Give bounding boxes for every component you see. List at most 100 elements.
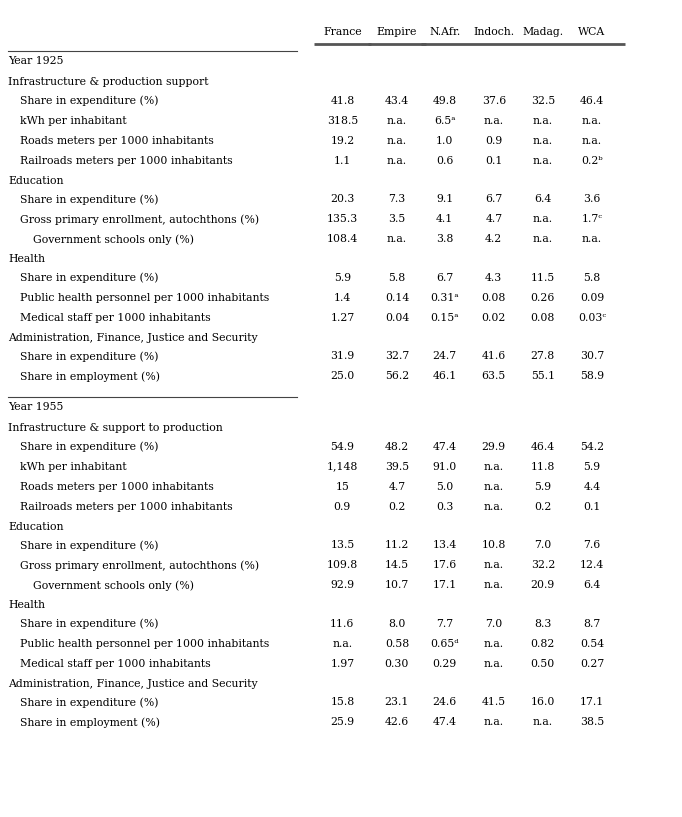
Text: 0.08: 0.08	[481, 292, 506, 303]
Text: 0.2ᵇ: 0.2ᵇ	[581, 156, 603, 166]
Text: Share in employment (%): Share in employment (%)	[20, 371, 160, 382]
Text: 47.4: 47.4	[432, 442, 457, 452]
Text: 4.3: 4.3	[485, 273, 503, 283]
Text: n.a.: n.a.	[484, 659, 504, 668]
Text: 5.9: 5.9	[583, 462, 601, 471]
Text: 0.09: 0.09	[580, 292, 604, 303]
Text: Share in employment (%): Share in employment (%)	[20, 717, 160, 728]
Text: Health: Health	[8, 600, 45, 610]
Text: 24.6: 24.6	[432, 697, 457, 707]
Text: Government schools only (%): Government schools only (%)	[33, 234, 194, 245]
Text: Roads meters per 1000 inhabitants: Roads meters per 1000 inhabitants	[20, 482, 214, 492]
Text: Share in expenditure (%): Share in expenditure (%)	[20, 194, 159, 205]
Text: 6.4: 6.4	[534, 194, 552, 204]
Text: 7.7: 7.7	[436, 618, 454, 628]
Text: Medical staff per 1000 inhabitants: Medical staff per 1000 inhabitants	[20, 659, 211, 668]
Text: Year 1925: Year 1925	[8, 56, 63, 66]
Text: n.a.: n.a.	[332, 639, 353, 649]
Text: 1,148: 1,148	[327, 462, 358, 471]
Text: 6.7: 6.7	[436, 273, 454, 283]
Text: 0.65ᵈ: 0.65ᵈ	[430, 639, 459, 649]
Text: 0.1: 0.1	[583, 502, 601, 511]
Text: 55.1: 55.1	[531, 371, 555, 382]
Text: 7.3: 7.3	[388, 194, 406, 204]
Text: n.a.: n.a.	[484, 462, 504, 471]
Text: 0.2: 0.2	[534, 502, 552, 511]
Text: Year 1955: Year 1955	[8, 402, 63, 413]
Text: 16.0: 16.0	[531, 697, 555, 707]
Text: 17.1: 17.1	[432, 580, 457, 590]
Text: Share in expenditure (%): Share in expenditure (%)	[20, 351, 159, 362]
Text: 11.8: 11.8	[531, 462, 555, 471]
Text: 0.15ᵃ: 0.15ᵃ	[430, 313, 459, 323]
Text: 19.2: 19.2	[330, 136, 355, 146]
Text: 91.0: 91.0	[432, 462, 457, 471]
Text: 0.6: 0.6	[436, 156, 454, 166]
Text: n.a.: n.a.	[533, 717, 553, 727]
Text: Gross primary enrollment, autochthons (%): Gross primary enrollment, autochthons (%…	[20, 214, 260, 225]
Text: 8.3: 8.3	[534, 618, 552, 628]
Text: kWh per inhabitant: kWh per inhabitant	[20, 462, 127, 471]
Text: 5.9: 5.9	[534, 482, 552, 492]
Text: 15.8: 15.8	[330, 697, 355, 707]
Text: 135.3: 135.3	[327, 214, 358, 225]
Text: Railroads meters per 1000 inhabitants: Railroads meters per 1000 inhabitants	[20, 502, 233, 511]
Text: 5.9: 5.9	[333, 273, 351, 283]
Text: 0.04: 0.04	[385, 313, 409, 323]
Text: Share in expenditure (%): Share in expenditure (%)	[20, 540, 159, 551]
Text: 10.7: 10.7	[385, 580, 409, 590]
Text: Infrastructure & production support: Infrastructure & production support	[8, 78, 209, 87]
Text: n.a.: n.a.	[533, 116, 553, 126]
Text: n.a.: n.a.	[582, 116, 602, 126]
Text: n.a.: n.a.	[484, 717, 504, 727]
Text: 0.30: 0.30	[385, 659, 409, 668]
Text: 4.4: 4.4	[583, 482, 601, 492]
Text: 17.1: 17.1	[580, 697, 604, 707]
Text: 0.50: 0.50	[531, 659, 555, 668]
Text: 14.5: 14.5	[385, 560, 409, 570]
Text: 0.82: 0.82	[531, 639, 555, 649]
Text: n.a.: n.a.	[533, 234, 553, 244]
Text: n.a.: n.a.	[582, 136, 602, 146]
Text: 4.7: 4.7	[388, 482, 406, 492]
Text: 0.1: 0.1	[485, 156, 503, 166]
Text: 13.5: 13.5	[330, 540, 355, 550]
Text: 7.0: 7.0	[534, 540, 552, 550]
Text: 46.1: 46.1	[432, 371, 457, 382]
Text: 32.5: 32.5	[531, 96, 555, 106]
Text: 0.31ᵃ: 0.31ᵃ	[430, 292, 459, 303]
Text: 31.9: 31.9	[330, 351, 355, 361]
Text: 43.4: 43.4	[385, 96, 409, 106]
Text: n.a.: n.a.	[484, 639, 504, 649]
Text: Education: Education	[8, 176, 63, 186]
Text: 12.4: 12.4	[580, 560, 604, 570]
Text: n.a.: n.a.	[533, 136, 553, 146]
Text: Gross primary enrollment, autochthons (%): Gross primary enrollment, autochthons (%…	[20, 560, 260, 571]
Text: 46.4: 46.4	[580, 96, 604, 106]
Text: 15: 15	[336, 482, 349, 492]
Text: n.a.: n.a.	[533, 214, 553, 225]
Text: 39.5: 39.5	[385, 462, 409, 471]
Text: Share in expenditure (%): Share in expenditure (%)	[20, 96, 159, 106]
Text: 11.5: 11.5	[531, 273, 555, 283]
Text: Health: Health	[8, 254, 45, 265]
Text: Public health personnel per 1000 inhabitants: Public health personnel per 1000 inhabit…	[20, 292, 269, 303]
Text: 38.5: 38.5	[580, 717, 604, 727]
Text: n.a.: n.a.	[484, 116, 504, 126]
Text: n.a.: n.a.	[484, 560, 504, 570]
Text: 63.5: 63.5	[481, 371, 506, 382]
Text: Empire: Empire	[376, 27, 417, 37]
Text: 92.9: 92.9	[330, 580, 355, 590]
Text: 0.54: 0.54	[580, 639, 604, 649]
Text: Share in expenditure (%): Share in expenditure (%)	[20, 442, 159, 453]
Text: WCA: WCA	[578, 27, 606, 37]
Text: 1.1: 1.1	[333, 156, 351, 166]
Text: 41.8: 41.8	[330, 96, 355, 106]
Text: 318.5: 318.5	[327, 116, 358, 126]
Text: 56.2: 56.2	[385, 371, 409, 382]
Text: 20.9: 20.9	[531, 580, 555, 590]
Text: 4.7: 4.7	[485, 214, 503, 225]
Text: 6.5ᵃ: 6.5ᵃ	[434, 116, 456, 126]
Text: 24.7: 24.7	[432, 351, 457, 361]
Text: 4.2: 4.2	[485, 234, 503, 244]
